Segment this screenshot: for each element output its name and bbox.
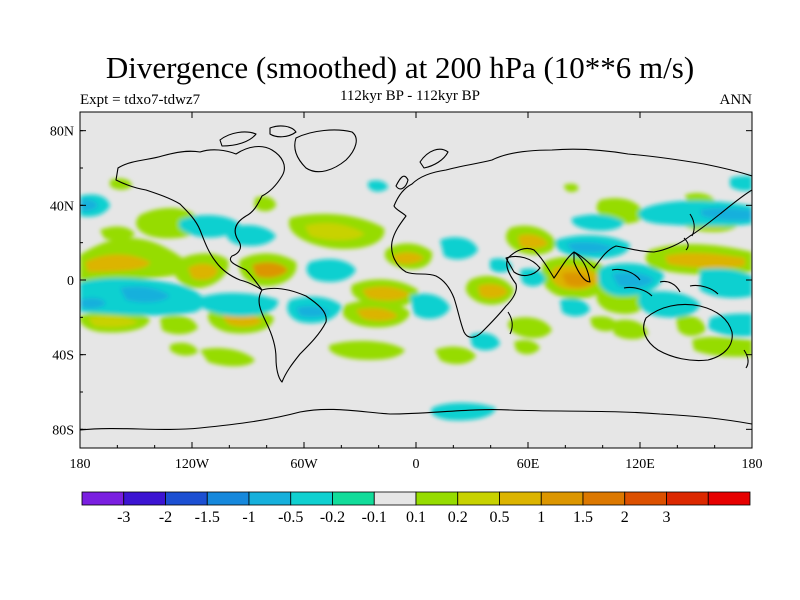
colorbar-swatch — [373, 491, 417, 506]
colorbar-swatch — [666, 491, 709, 506]
colorbar-swatch — [540, 491, 584, 506]
longitude-axis: 180 120W 60W 0 60E 120E 180 — [70, 112, 763, 472]
lat-tick-label: 0 — [67, 274, 74, 289]
lat-tick-label: 80S — [52, 423, 74, 438]
colorbar-swatch — [248, 491, 292, 506]
colorbar-label: 3 — [663, 509, 671, 526]
colorbar-swatch — [290, 491, 333, 506]
lat-tick-label: 40N — [50, 199, 74, 214]
colorbar-label: 0.2 — [448, 509, 468, 526]
colorbar-label: 1.5 — [573, 509, 593, 526]
period-label: 112kyr BP - 112kyr BP — [339, 88, 480, 104]
colorbar-swatch — [206, 491, 250, 506]
colorbar-swatch — [624, 491, 667, 506]
colorbar-label: 1 — [537, 509, 545, 526]
lon-tick-label: 60W — [290, 457, 318, 472]
lon-tick-label: 180 — [742, 457, 763, 472]
lon-tick-label: 180 — [70, 457, 91, 472]
colorbar-swatch — [123, 491, 166, 506]
experiment-label: Expt = tdxo7-tdwz7 — [80, 92, 201, 108]
coastlines — [80, 125, 752, 431]
colorbar-label: -2 — [159, 509, 172, 526]
colorbar-swatch — [499, 491, 542, 506]
lat-tick-label: 40S — [52, 349, 74, 364]
lon-tick-label: 0 — [413, 457, 420, 472]
colorbar-swatch — [707, 491, 751, 506]
colorbar-swatch — [81, 491, 125, 506]
colorbar-label: -3 — [117, 509, 130, 526]
colorbar: -3 -2 -1.5 -1 -0.5 -0.2 -0.1 0.1 0.2 0.5 1 1.5 2 3 — [81, 491, 751, 526]
colorbar-swatch — [415, 491, 459, 506]
map-title: Divergence (smoothed) at 200 hPa (10**6 … — [105, 50, 695, 85]
colorbar-label: -0.2 — [320, 509, 345, 526]
lon-tick-label: 60E — [517, 457, 540, 472]
lon-tick-label: 120E — [625, 457, 655, 472]
colorbar-label: -1 — [242, 509, 255, 526]
colorbar-label: -0.1 — [362, 509, 387, 526]
colorbar-swatch — [165, 491, 208, 506]
season-label: ANN — [719, 92, 753, 108]
colorbar-swatch — [582, 491, 626, 506]
lat-tick-label: 80N — [50, 125, 74, 140]
colorbar-swatch — [332, 491, 375, 506]
latitude-axis: 80N 40N 0 40S 80S — [50, 125, 752, 438]
colorbar-label: 0.1 — [406, 509, 426, 526]
lon-tick-label: 120W — [175, 457, 210, 472]
colorbar-label: -0.5 — [278, 509, 303, 526]
colorbar-swatch — [457, 491, 500, 506]
divergence-field — [80, 175, 752, 421]
colorbar-label: 0.5 — [490, 509, 510, 526]
colorbar-label: -1.5 — [195, 509, 220, 526]
colorbar-label: 2 — [621, 509, 629, 526]
